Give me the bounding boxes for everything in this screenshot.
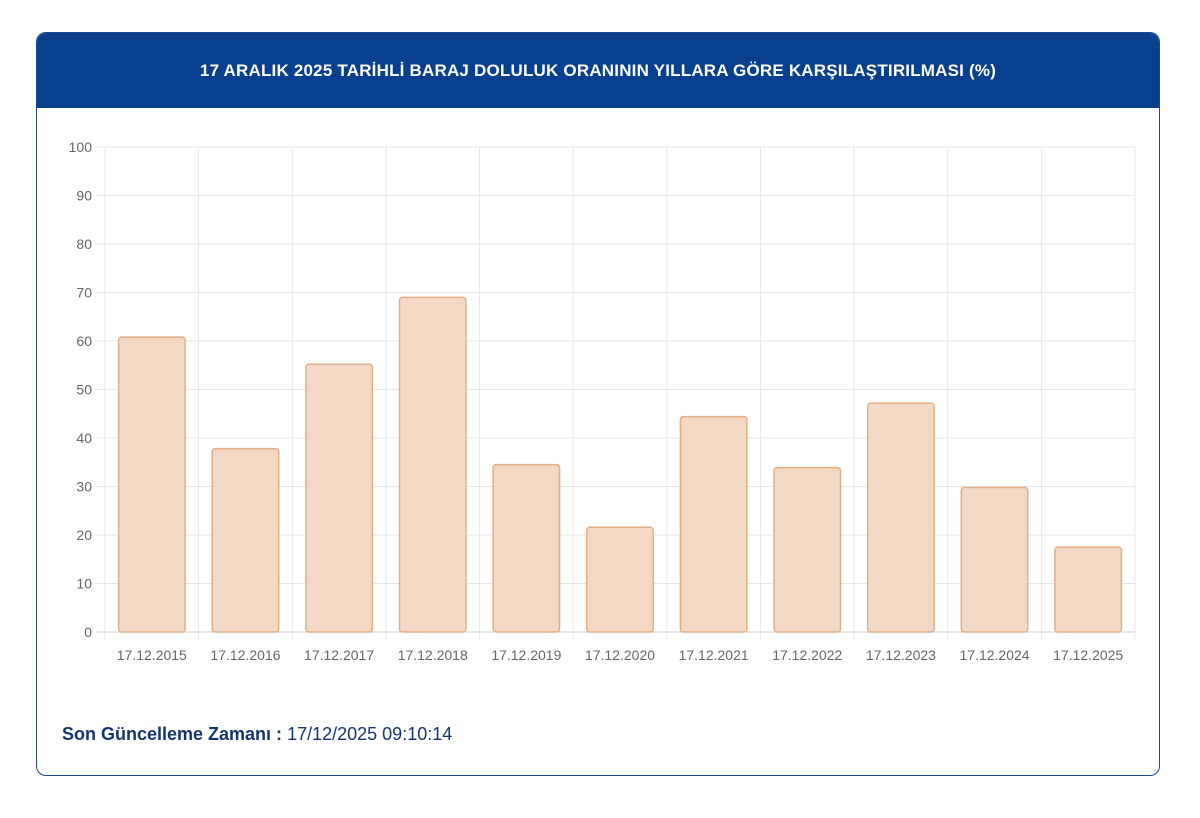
bar xyxy=(117,336,186,633)
x-tick-label: 17.12.2017 xyxy=(304,647,374,663)
x-tick-label: 17.12.2018 xyxy=(398,647,468,663)
chart-title: 17 ARALIK 2025 TARİHLİ BARAJ DOLULUK ORA… xyxy=(37,33,1159,108)
y-tick-label: 10 xyxy=(76,576,92,592)
y-tick-label: 100 xyxy=(69,139,93,155)
chart-card: 17 ARALIK 2025 TARİHLİ BARAJ DOLULUK ORA… xyxy=(36,32,1160,776)
bar xyxy=(305,363,374,633)
bar xyxy=(773,466,842,633)
bar xyxy=(398,296,467,633)
bar xyxy=(960,486,1029,633)
x-tick-label: 17.12.2016 xyxy=(210,647,280,663)
last-update-value: 17/12/2025 09:10:14 xyxy=(287,724,453,744)
bar xyxy=(586,526,654,633)
x-tick-label: 17.12.2019 xyxy=(491,647,561,663)
y-tick-label: 20 xyxy=(76,527,92,543)
x-tick-label: 17.12.2021 xyxy=(679,647,749,663)
y-tick-label: 60 xyxy=(76,333,92,349)
x-tick-label: 17.12.2025 xyxy=(1053,647,1123,663)
x-tick-label: 17.12.2023 xyxy=(866,647,936,663)
last-update-label: Son Güncelleme Zamanı : xyxy=(62,724,283,744)
last-update: Son Güncelleme Zamanı : 17/12/2025 09:10… xyxy=(62,724,452,745)
bar xyxy=(492,463,561,633)
y-tick-label: 40 xyxy=(76,430,92,446)
bar xyxy=(211,447,280,633)
y-tick-label: 30 xyxy=(76,479,92,495)
y-tick-label: 70 xyxy=(76,285,92,301)
y-tick-label: 90 xyxy=(76,188,92,204)
x-tick-label: 17.12.2022 xyxy=(772,647,842,663)
x-tick-label: 17.12.2015 xyxy=(117,647,187,663)
y-tick-label: 0 xyxy=(84,624,92,640)
bar xyxy=(1054,546,1123,633)
bar xyxy=(679,415,748,633)
x-tick-label: 17.12.2020 xyxy=(585,647,655,663)
y-tick-label: 80 xyxy=(76,236,92,252)
y-tick-label: 50 xyxy=(76,382,92,398)
x-tick-label: 17.12.2024 xyxy=(960,647,1030,663)
bar xyxy=(866,402,935,633)
